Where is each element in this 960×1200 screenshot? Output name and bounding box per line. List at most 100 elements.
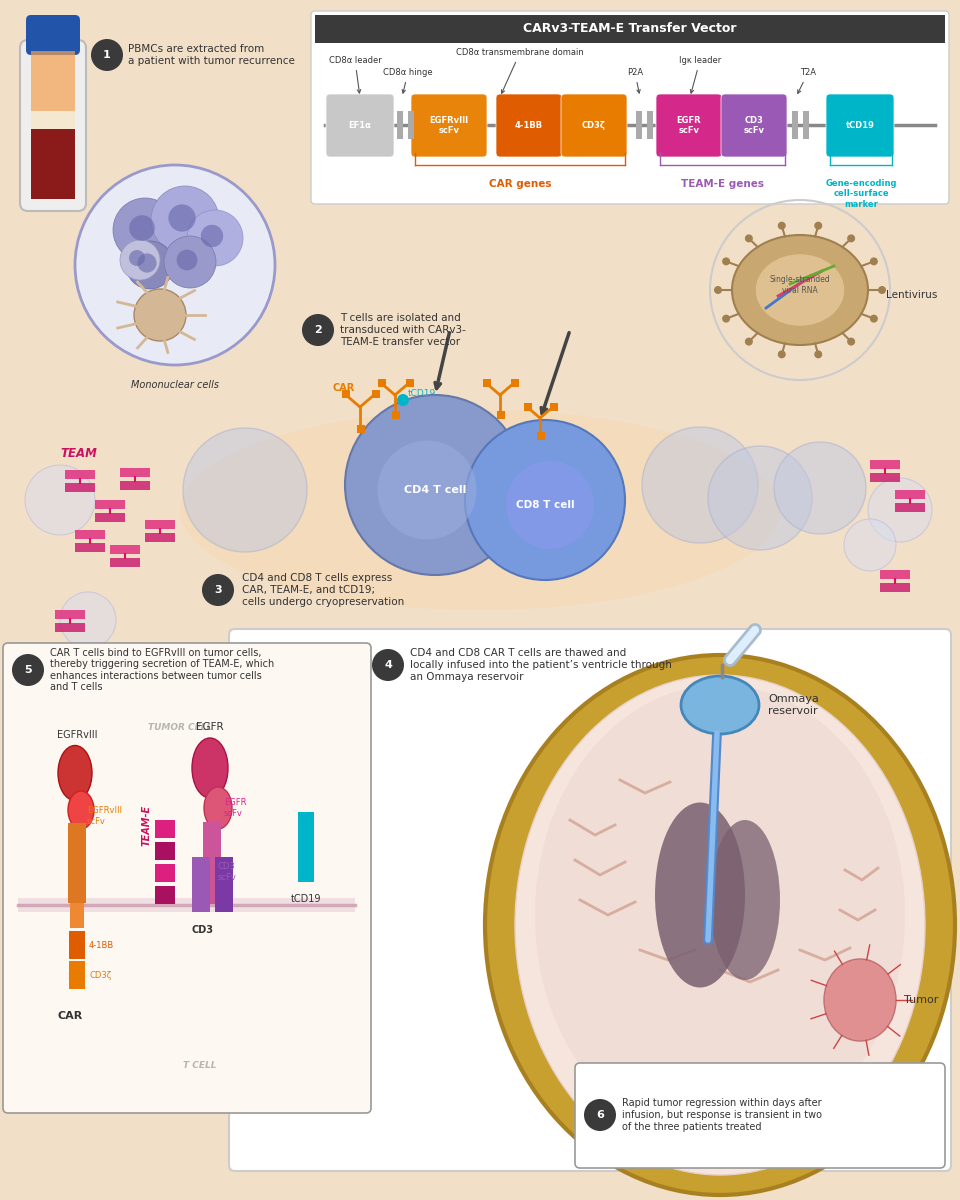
Ellipse shape: [681, 676, 759, 734]
Circle shape: [302, 314, 334, 346]
Text: CD8α transmembrane domain: CD8α transmembrane domain: [456, 48, 584, 94]
Circle shape: [465, 420, 625, 580]
Ellipse shape: [710, 820, 780, 980]
Circle shape: [345, 395, 525, 575]
Text: TUMOR CELL: TUMOR CELL: [148, 724, 212, 732]
Bar: [537, 432, 545, 440]
Bar: [145, 533, 175, 542]
Circle shape: [778, 222, 785, 229]
Text: 5: 5: [24, 665, 32, 674]
Text: Igκ leader: Igκ leader: [679, 56, 721, 94]
Bar: [75, 542, 105, 552]
Circle shape: [134, 289, 186, 341]
Circle shape: [714, 286, 722, 294]
Ellipse shape: [535, 685, 905, 1145]
Ellipse shape: [756, 254, 844, 325]
Bar: [511, 379, 519, 386]
Bar: [406, 379, 414, 386]
Bar: [647, 110, 653, 139]
Bar: [792, 110, 798, 139]
Text: CD8α leader: CD8α leader: [328, 56, 381, 94]
Text: 4-1BB: 4-1BB: [89, 941, 114, 949]
Bar: [636, 110, 642, 139]
Text: CD3: CD3: [191, 925, 213, 935]
Bar: [372, 390, 380, 397]
Bar: [357, 425, 365, 433]
FancyBboxPatch shape: [229, 629, 951, 1171]
Circle shape: [120, 240, 160, 280]
Text: Rapid tumor regression within days after
infusion, but response is transient in : Rapid tumor regression within days after…: [622, 1098, 822, 1132]
Text: P2A: P2A: [627, 68, 643, 94]
Circle shape: [870, 314, 877, 323]
Circle shape: [847, 337, 855, 346]
Bar: [31, 128, 75, 199]
Bar: [70, 902, 84, 928]
FancyBboxPatch shape: [496, 94, 562, 157]
FancyBboxPatch shape: [575, 1063, 945, 1168]
Bar: [95, 500, 125, 509]
Bar: [65, 482, 95, 492]
Circle shape: [814, 350, 823, 359]
Text: CAR: CAR: [333, 383, 355, 392]
Circle shape: [844, 518, 896, 571]
Circle shape: [377, 440, 476, 540]
Circle shape: [137, 253, 156, 272]
Ellipse shape: [485, 655, 955, 1195]
Text: 6: 6: [596, 1110, 604, 1120]
Circle shape: [868, 478, 932, 542]
Circle shape: [506, 461, 594, 550]
Bar: [155, 864, 175, 882]
Text: tCD19: tCD19: [291, 894, 322, 904]
Text: Mononuclear cells: Mononuclear cells: [131, 380, 219, 390]
Text: EGFRvIII
scFv: EGFRvIII scFv: [429, 115, 468, 136]
Text: Single-stranded
viral RNA: Single-stranded viral RNA: [770, 275, 830, 295]
Ellipse shape: [192, 738, 228, 798]
FancyBboxPatch shape: [3, 643, 371, 1114]
Text: CAR genes: CAR genes: [489, 179, 551, 188]
Text: CD3
scFv: CD3 scFv: [218, 863, 237, 882]
Bar: [549, 403, 558, 412]
Ellipse shape: [732, 235, 868, 346]
Text: TEAM: TEAM: [60, 446, 97, 460]
Bar: [69, 931, 85, 959]
Text: 1: 1: [103, 50, 110, 60]
Bar: [110, 558, 140, 566]
FancyBboxPatch shape: [561, 94, 627, 157]
Bar: [65, 470, 95, 479]
Text: EGFRvIII: EGFRvIII: [57, 730, 98, 740]
FancyBboxPatch shape: [656, 94, 722, 157]
Text: T CELL: T CELL: [183, 1061, 217, 1069]
Bar: [397, 110, 403, 139]
Circle shape: [25, 464, 95, 535]
Bar: [215, 857, 233, 912]
Bar: [315, 14, 945, 43]
Bar: [95, 514, 125, 522]
Bar: [110, 545, 140, 554]
Circle shape: [129, 250, 145, 266]
Circle shape: [722, 257, 731, 265]
Circle shape: [130, 215, 155, 241]
Text: CD4 T cell: CD4 T cell: [404, 485, 467, 494]
Circle shape: [745, 337, 753, 346]
Text: tCD19: tCD19: [846, 121, 875, 130]
Text: TEAM-E: TEAM-E: [142, 804, 152, 846]
Text: Gene-encoding
cell-surface
marker: Gene-encoding cell-surface marker: [826, 179, 897, 209]
Text: EF1α: EF1α: [348, 121, 372, 130]
Circle shape: [202, 574, 234, 606]
Circle shape: [12, 654, 44, 686]
Text: CD4 and CD8 T cells express
CAR, TEAM-E, and tCD19;
cells undergo cryopreservati: CD4 and CD8 T cells express CAR, TEAM-E,…: [242, 574, 404, 607]
Bar: [408, 110, 414, 139]
FancyBboxPatch shape: [721, 94, 787, 157]
Bar: [145, 520, 175, 529]
Circle shape: [168, 204, 196, 232]
Bar: [298, 812, 314, 882]
Ellipse shape: [68, 791, 94, 829]
Circle shape: [75, 164, 275, 365]
Bar: [342, 390, 349, 397]
FancyBboxPatch shape: [826, 94, 894, 157]
Ellipse shape: [824, 959, 896, 1040]
Text: T cells are isolated and
transduced with CARv3-
TEAM-E transfer vector: T cells are isolated and transduced with…: [340, 313, 466, 347]
Bar: [803, 110, 809, 139]
Text: CD8 T cell: CD8 T cell: [516, 500, 574, 510]
Text: EGFR
scFv: EGFR scFv: [677, 115, 702, 136]
